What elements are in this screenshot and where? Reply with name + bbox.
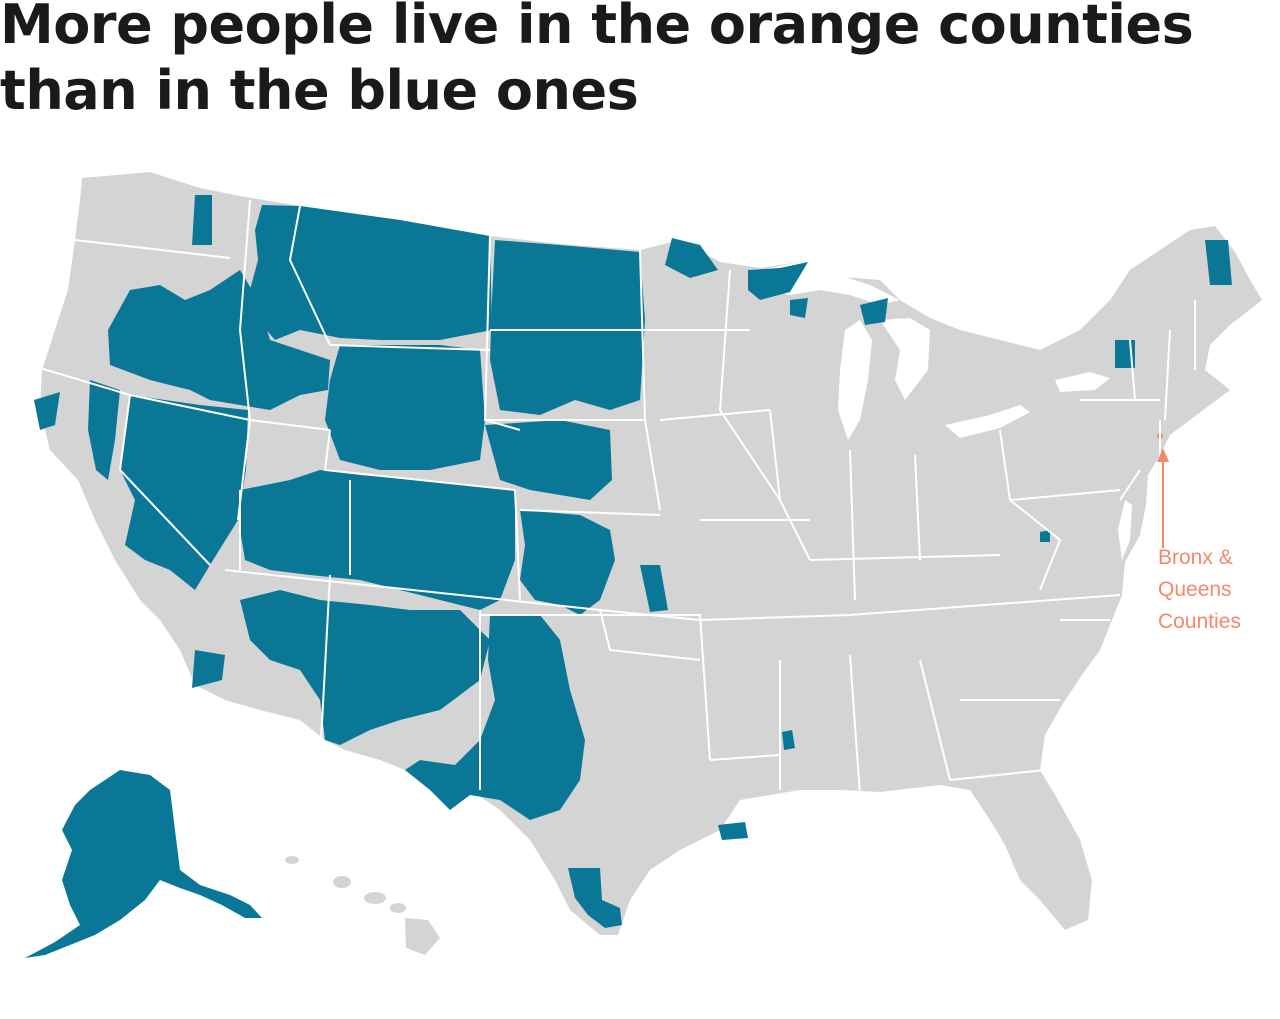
blue-region-arizona-new-mexico <box>240 590 490 745</box>
blue-region-n-california <box>34 392 60 430</box>
annotation-line-2: Queens <box>1158 578 1232 601</box>
lake-michigan <box>838 320 872 440</box>
us-map-svg <box>25 172 1262 958</box>
map-title-line-2: than in the blue ones <box>0 59 639 122</box>
blue-region-texas-panhandle <box>405 615 585 820</box>
blue-region-south-texas <box>568 868 622 928</box>
lake-huron <box>880 318 930 400</box>
lake-erie <box>945 405 1030 438</box>
blue-counties <box>34 195 1232 928</box>
blue-region-wisconsin-n <box>790 298 808 318</box>
state-borders <box>39 199 1196 796</box>
hawaii-islands <box>285 856 440 955</box>
blue-region-kansas-oklahoma <box>520 510 615 615</box>
blue-region-wyoming <box>325 345 485 470</box>
blue-region-e-california <box>88 380 120 480</box>
lake-ontario <box>1055 372 1110 392</box>
blue-region-mississippi-delta <box>782 730 795 750</box>
blue-region-s-california <box>192 650 225 688</box>
bronx-queens-annotation: Bronx & Queens Counties <box>1158 542 1241 638</box>
annotation-line-3: Counties <box>1158 610 1241 633</box>
blue-region-maine <box>1205 240 1232 285</box>
blue-region-nebraska-kansas <box>485 420 612 500</box>
blue-region-colorado-utah <box>240 470 515 610</box>
blue-region-nw-washington <box>192 195 212 245</box>
blue-region-montana <box>250 205 492 340</box>
blue-region-nevada <box>120 395 248 590</box>
map-title: More people live in the orange counties … <box>0 0 1280 124</box>
blue-region-dakotas <box>490 240 645 415</box>
blue-region-idaho-oregon <box>108 270 330 410</box>
alaska-land <box>25 770 262 958</box>
map-title-line-1: More people live in the orange counties <box>0 0 1194 56</box>
blue-region-louisiana <box>718 822 748 840</box>
chesapeake-bay <box>1118 500 1132 560</box>
blue-region-minnesota-ne <box>748 262 808 300</box>
us-county-map <box>0 150 1280 1019</box>
blue-region-west-virginia <box>1040 530 1050 542</box>
blue-region-oklahoma-e <box>640 565 668 612</box>
blue-region-upper-michigan <box>860 298 888 325</box>
annotation-line-1: Bronx & <box>1158 546 1233 569</box>
blue-region-minnesota-n <box>665 238 718 278</box>
annotation-arrow <box>1157 448 1169 548</box>
